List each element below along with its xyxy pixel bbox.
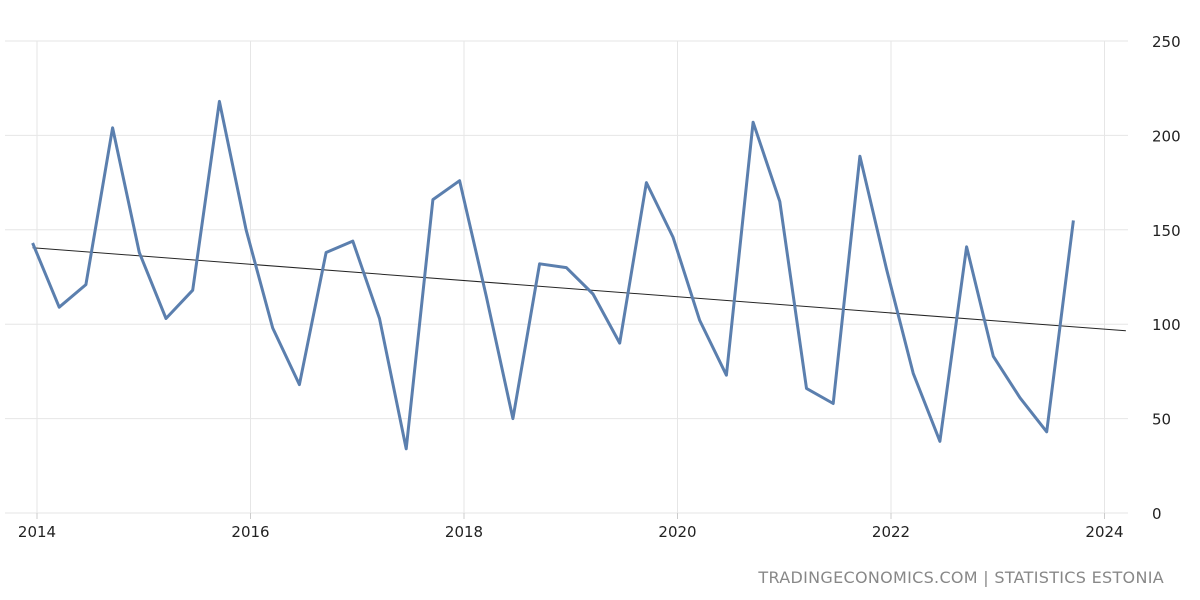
x-tick-label: 2016 [231, 523, 269, 541]
y-tick-label: 50 [1152, 411, 1171, 429]
x-tick-label: 2018 [445, 523, 483, 541]
x-tick-label: 2014 [18, 523, 56, 541]
y-tick-label: 100 [1152, 316, 1181, 334]
x-tick-label: 2024 [1085, 523, 1123, 541]
y-tick-label: 150 [1152, 222, 1181, 240]
y-tick-label: 250 [1152, 33, 1181, 51]
x-tick-label: 2022 [872, 523, 910, 541]
trendline [32, 247, 1126, 332]
x-axis: 2014 2016 2018 2020 2022 2024 [18, 513, 1124, 541]
y-tick-label: 200 [1152, 127, 1181, 145]
source-credit[interactable]: TRADINGECONOMICS.COM | STATISTICS ESTONI… [758, 568, 1164, 587]
series-line [31, 99, 1075, 451]
y-tick-label: 0 [1152, 505, 1162, 523]
grid [5, 40, 1128, 514]
x-tick-label: 2020 [658, 523, 696, 541]
y-axis: 0 50 100 150 200 250 [1152, 33, 1181, 523]
data-points [31, 99, 1076, 450]
